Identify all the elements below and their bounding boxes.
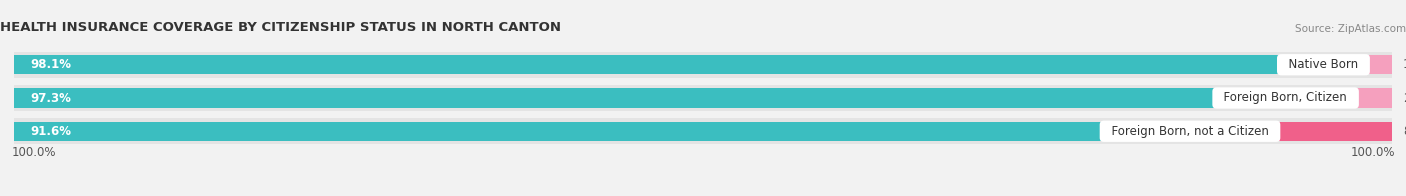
Bar (1365, 55, 1392, 74)
Bar (14, 118, 1392, 144)
Text: 98.1%: 98.1% (31, 58, 72, 71)
Bar (1277, 122, 1392, 141)
Bar (14, 55, 1365, 74)
Bar (14, 52, 1392, 78)
Text: 2.7%: 2.7% (1403, 92, 1406, 104)
Bar (14, 88, 1355, 108)
Text: 8.4%: 8.4% (1403, 125, 1406, 138)
Text: 1.9%: 1.9% (1403, 58, 1406, 71)
Text: Foreign Born, not a Citizen: Foreign Born, not a Citizen (1104, 125, 1277, 138)
Text: 97.3%: 97.3% (31, 92, 72, 104)
Text: HEALTH INSURANCE COVERAGE BY CITIZENSHIP STATUS IN NORTH CANTON: HEALTH INSURANCE COVERAGE BY CITIZENSHIP… (0, 21, 561, 34)
Text: Source: ZipAtlas.com: Source: ZipAtlas.com (1295, 24, 1406, 34)
Text: 100.0%: 100.0% (1350, 146, 1395, 159)
Bar (14, 85, 1392, 111)
Text: Native Born: Native Born (1281, 58, 1365, 71)
Text: 91.6%: 91.6% (31, 125, 72, 138)
Text: 100.0%: 100.0% (11, 146, 56, 159)
Bar (1355, 88, 1392, 108)
Bar (14, 122, 1277, 141)
Text: Foreign Born, Citizen: Foreign Born, Citizen (1216, 92, 1355, 104)
Legend: With Coverage, Without Coverage: With Coverage, Without Coverage (572, 192, 834, 196)
